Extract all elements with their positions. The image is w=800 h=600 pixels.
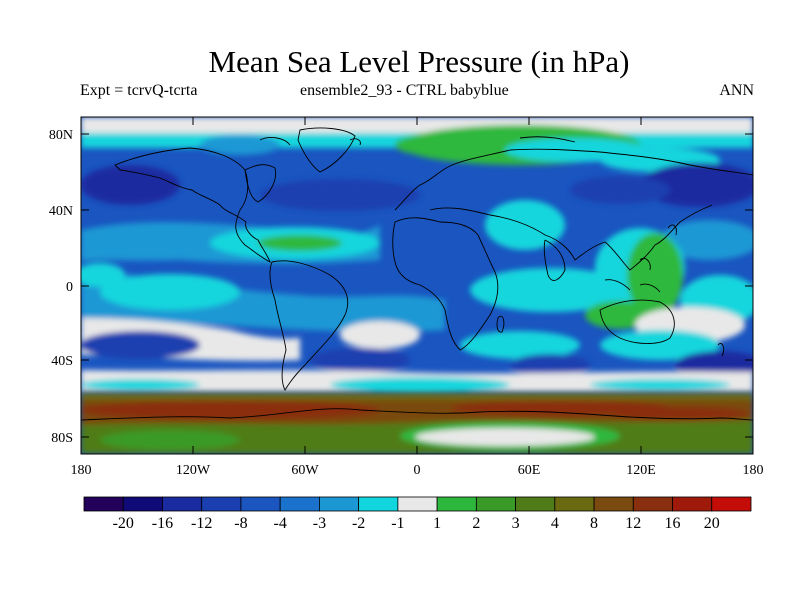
colorbar-swatch — [632, 496, 673, 512]
colorbar-label: -1 — [391, 515, 404, 532]
axis-ticks — [80, 117, 754, 454]
colorbar-swatch — [397, 496, 438, 512]
colorbar-label: -3 — [313, 515, 326, 532]
lon-tick-label: 60E — [518, 463, 541, 478]
colorbar-swatch — [162, 496, 203, 512]
colorbar-swatch — [475, 496, 516, 512]
colorbar-label: 3 — [512, 515, 520, 532]
lon-tick-label: 120W — [176, 463, 211, 478]
lon-tick-label: 120E — [626, 463, 656, 478]
colorbar: -20 -16 -12 -8 -4 -3 -2 -1 1 2 3 4 8 12 16 20 — [83, 496, 752, 532]
lat-tick-label: 80N — [49, 128, 73, 143]
lat-tick-label: 40N — [49, 204, 73, 219]
season-label: ANN — [719, 82, 754, 99]
colorbar-swatch — [515, 496, 556, 512]
colorbar-swatch — [672, 496, 713, 512]
colorbar-label: -4 — [274, 515, 287, 532]
colorbar-label: 2 — [472, 515, 480, 532]
colorbar-label: 16 — [665, 515, 681, 532]
lat-tick-label: 80S — [51, 431, 73, 446]
colorbar-label: -16 — [152, 515, 173, 532]
colorbar-swatch — [240, 496, 281, 512]
lon-tick-label: 60W — [291, 463, 319, 478]
lon-tick-label: 180 — [743, 463, 764, 478]
colorbar-label: 4 — [551, 515, 559, 532]
lat-tick-label: 0 — [66, 280, 73, 295]
colorbar-label: -20 — [113, 515, 134, 532]
colorbar-swatch — [279, 496, 320, 512]
colorbar-swatch — [593, 496, 634, 512]
colorbar-swatch — [83, 496, 124, 512]
coastlines — [81, 127, 753, 421]
colorbar-swatch — [436, 496, 477, 512]
colorbar-swatch — [358, 496, 399, 512]
lat-tick-label: 40S — [51, 354, 73, 369]
colorbar-label: 1 — [433, 515, 441, 532]
colorbar-label: 8 — [590, 515, 598, 532]
lon-tick-label: 180 — [71, 463, 92, 478]
colorbar-label: -12 — [191, 515, 212, 532]
colorbar-swatch — [554, 496, 595, 512]
colorbar-label: -2 — [352, 515, 365, 532]
ensemble-label: ensemble2_93 - CTRL babyblue — [300, 82, 509, 99]
colorbar-label: 12 — [625, 515, 641, 532]
experiment-label: Expt = tcrvQ-tcrta — [80, 82, 198, 99]
colorbar-swatch — [122, 496, 163, 512]
plot-title: Mean Sea Level Pressure (in hPa) — [208, 44, 630, 79]
colorbar-swatch — [201, 496, 242, 512]
colorbar-label: -8 — [234, 515, 247, 532]
colorbar-swatch — [711, 496, 752, 512]
axis-labels: 80N 40N 0 40S 80S 180 120W 60W 0 60E 120E 180 — [49, 128, 764, 478]
colorbar-swatch — [319, 496, 360, 512]
colorbar-label: 20 — [704, 515, 720, 532]
lon-tick-label: 0 — [414, 463, 421, 478]
